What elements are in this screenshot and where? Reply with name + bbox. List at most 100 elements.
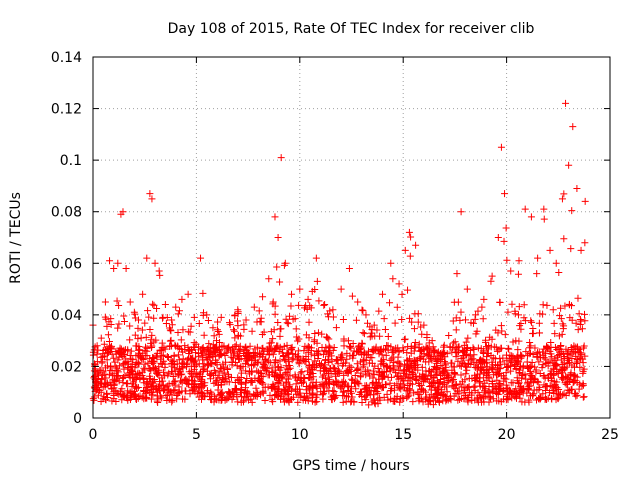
data-point [332,356,340,364]
data-point [534,349,542,357]
data-point [515,387,523,395]
data-point [567,245,575,253]
data-point [231,311,239,319]
data-point [365,359,373,367]
data-point [507,358,515,366]
data-point [292,325,300,333]
data-point [97,353,105,361]
data-point [565,161,573,169]
data-point [359,357,367,365]
data-point [296,389,304,397]
data-point [383,390,391,398]
data-point [285,361,293,369]
data-point [248,398,256,406]
data-point [340,335,348,343]
data-point [210,332,218,340]
data-point [312,254,320,262]
data-point [151,365,159,373]
data-point [210,366,218,374]
data-point [137,334,145,342]
data-point [105,371,113,379]
data-point [331,393,339,401]
data-point [119,374,127,382]
data-point [282,379,290,387]
data-point [384,332,392,340]
data-point [117,390,125,398]
data-point [269,350,277,358]
data-point [332,324,340,332]
data-point [557,341,565,349]
data-point [224,344,232,352]
data-point [363,319,371,327]
data-point [178,378,186,386]
data-point [278,388,286,396]
data-point [277,154,285,162]
data-point [164,371,172,379]
data-point [396,362,404,370]
data-point [256,318,264,326]
data-point [328,395,336,403]
data-point [212,347,220,355]
data-point [393,303,401,311]
data-point [451,338,459,346]
data-point [131,314,139,322]
data-point [405,228,413,236]
data-point [509,338,517,346]
data-point [520,301,528,309]
data-point [306,386,314,394]
data-point [244,396,252,404]
data-point [387,395,395,403]
data-point [429,343,437,351]
data-point [559,374,567,382]
data-point [341,359,349,367]
data-point [353,360,361,368]
data-point [154,395,162,403]
data-point [477,393,485,401]
data-point [379,383,387,391]
data-point [523,358,531,366]
data-point [489,354,497,362]
data-point [570,371,578,379]
data-point [424,400,432,408]
data-point [159,351,167,359]
data-point [213,326,221,334]
data-point [304,295,312,303]
data-point [462,316,470,324]
data-point [122,355,130,363]
data-point [559,320,567,328]
data-point [138,326,146,334]
data-point [475,379,483,387]
data-point [268,396,276,404]
data-point [147,336,155,344]
data-point [155,368,163,376]
data-point [399,344,407,352]
data-point [209,324,217,332]
data-point [110,264,118,272]
data-point [538,364,546,372]
data-point [573,185,581,193]
data-point [400,377,408,385]
data-point [102,374,110,382]
data-point [512,391,520,399]
data-point [567,370,575,378]
data-point [349,376,357,384]
data-point [492,326,500,334]
data-point [456,316,464,324]
data-point [189,357,197,365]
data-point [156,271,164,279]
data-point [515,303,523,311]
data-point [418,346,426,354]
data-point [442,397,450,405]
data-point [542,355,550,363]
data-point [187,322,195,330]
data-point [359,307,367,315]
data-point [568,385,576,393]
data-point [464,398,472,406]
data-point [200,365,208,373]
data-point [426,382,434,390]
data-point [103,389,111,397]
data-point [236,348,244,356]
data-point [168,316,176,324]
data-point [103,356,111,364]
x-tick-label: 20 [498,427,516,443]
